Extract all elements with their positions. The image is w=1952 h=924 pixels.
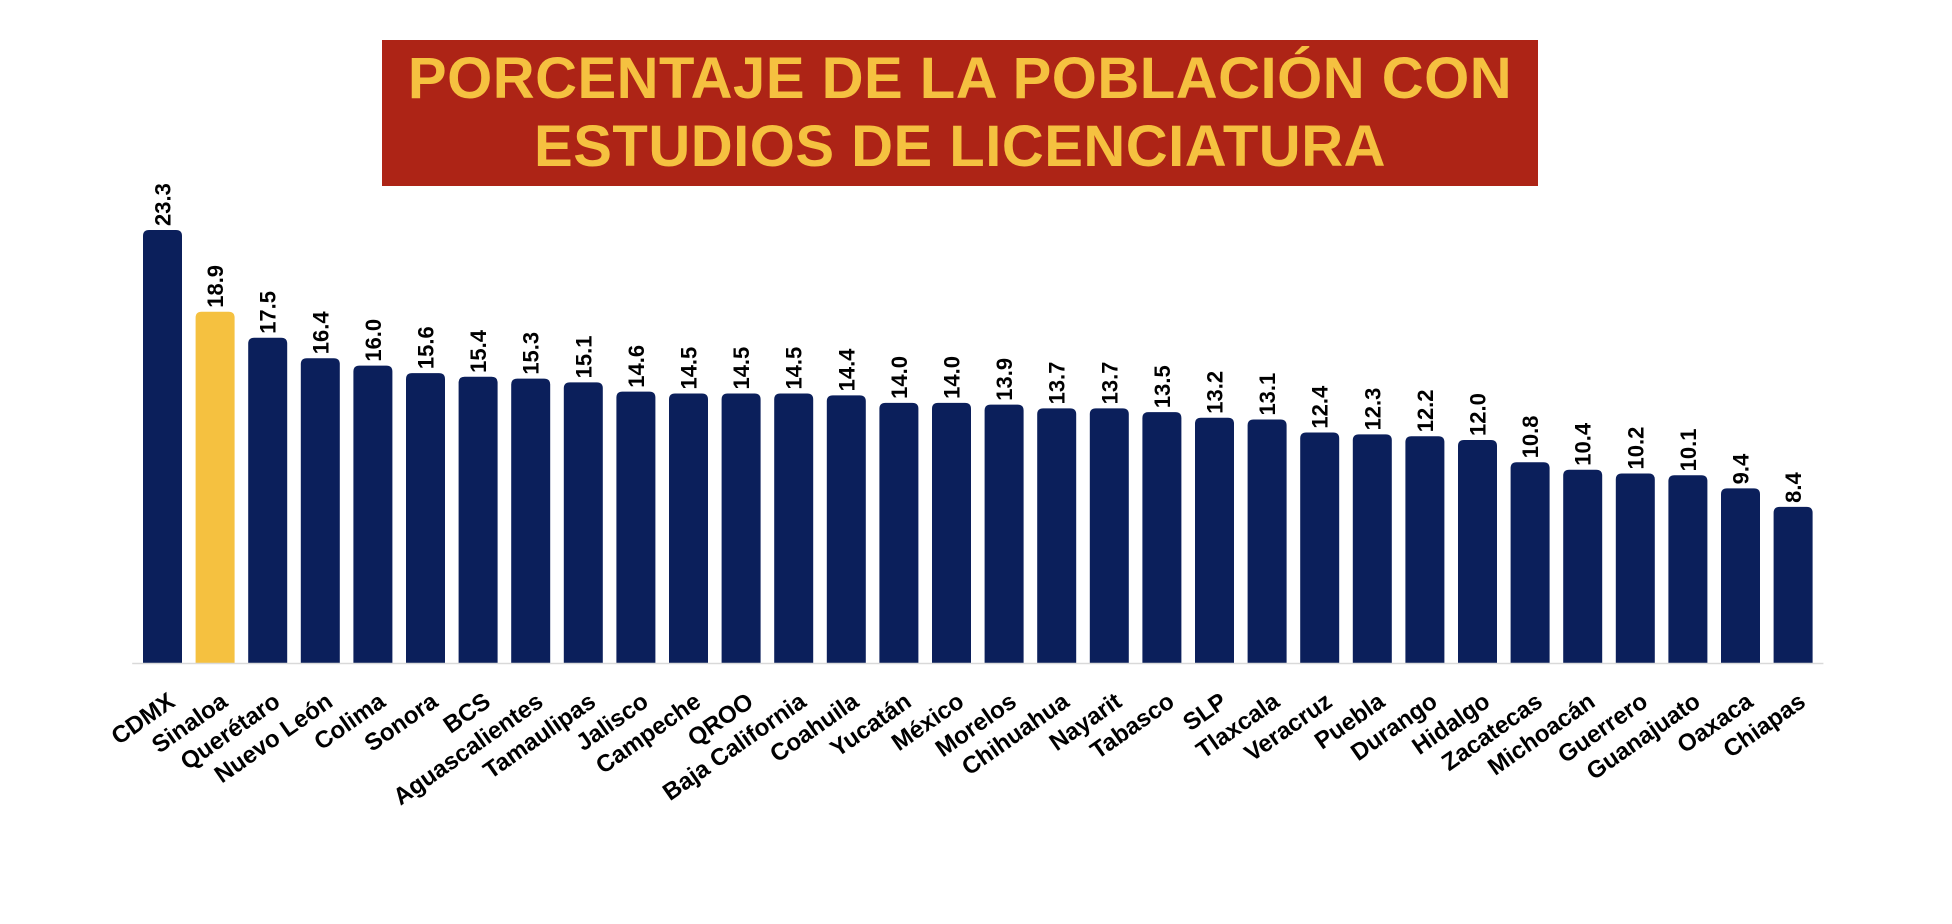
bar-tabasco [1142,412,1182,663]
value-label-hidalgo: 12.0 [1466,393,1491,436]
value-label-sonora: 15.6 [414,326,439,369]
value-label-queretaro: 17.5 [256,291,281,334]
value-label-jalisco: 14.6 [624,345,649,388]
value-label-chiapas: 8.4 [1781,472,1806,503]
value-label-qroo: 14.5 [729,347,754,390]
bar-nayarit [1089,408,1129,663]
value-label-cdmx: 23.3 [151,183,176,226]
value-label-coahuila: 14.4 [834,348,859,392]
chart-title-box: PORCENTAJE DE LA POBLACIÓN CON ESTUDIOS … [382,40,1538,186]
value-label-morelos: 13.9 [992,358,1017,401]
bar-guanajuato [1668,475,1708,663]
bar-bcs [458,376,498,663]
value-label-campeche: 14.5 [677,347,702,390]
bar-michoacan [1563,469,1603,663]
value-label-tamaulipas: 15.1 [571,336,596,379]
bar-morelos [984,404,1024,663]
bar-zacatecas [1510,462,1550,663]
value-label-oaxaca: 9.4 [1729,453,1754,484]
bar-aguascalientes [511,378,551,663]
bar-durango [1405,436,1445,663]
value-label-nuevo-leon: 16.4 [308,311,333,355]
value-label-zacatecas: 10.8 [1518,415,1543,458]
value-label-sinaloa: 18.9 [203,265,228,308]
bar-oaxaca [1721,488,1760,663]
bar-tlaxcala [1247,419,1287,663]
bar-qroo [721,393,761,663]
bar-puebla [1352,434,1392,663]
value-label-guerrero: 10.2 [1623,427,1648,470]
value-label-tlaxcala: 13.1 [1255,373,1280,416]
bar-queretaro [248,337,288,663]
value-label-tabasco: 13.5 [1150,365,1175,408]
value-label-colima: 16.0 [361,319,386,362]
bar-sinaloa [195,311,235,663]
value-label-chihuahua: 13.7 [1045,362,1070,405]
bar-chiapas [1773,506,1813,663]
bar-veracruz [1300,432,1340,663]
bar-nuevo-leon [300,358,340,663]
bar-mexico [932,402,971,663]
value-label-baja-california: 14.5 [782,347,807,390]
value-label-nayarit: 13.7 [1097,362,1122,405]
value-labels-layer: 23.3 18.9 17.5 16.4 16.0 15.6 15.4 15.3 15.1 14.6… [151,183,1807,503]
chart-title-line-1: PORCENTAJE DE LA POBLACIÓN CON [407,46,1513,111]
bar-colima [353,365,393,663]
value-label-veracruz: 12.4 [1308,385,1333,429]
bar-yucatan [879,402,919,663]
bar-sonora [406,373,445,663]
bar-tamaulipas [563,382,603,663]
bar-jalisco [616,391,656,663]
bar-guerrero [1615,473,1655,663]
value-label-yucatan: 14.0 [887,356,912,399]
bar-chihuahua [1037,408,1077,663]
value-label-puebla: 12.3 [1360,388,1385,431]
value-label-bcs: 15.4 [466,329,491,373]
bar-hidalgo [1458,439,1497,663]
value-label-mexico: 14.0 [940,356,965,399]
bar-coahuila [826,395,866,663]
bar-baja-california [774,393,814,663]
value-label-slp: 13.2 [1203,371,1228,414]
bars-layer [143,230,1813,663]
value-label-aguascalientes: 15.3 [519,332,544,375]
value-label-guanajuato: 10.1 [1676,428,1701,471]
value-label-michoacan: 10.4 [1571,422,1596,466]
value-label-durango: 12.2 [1413,389,1438,432]
bar-slp [1195,417,1234,663]
bar-campeche [669,393,708,663]
chart-title-line-2: ESTUDIOS DE LICENCIATURA [534,114,1386,179]
bar-cdmx [143,230,182,663]
